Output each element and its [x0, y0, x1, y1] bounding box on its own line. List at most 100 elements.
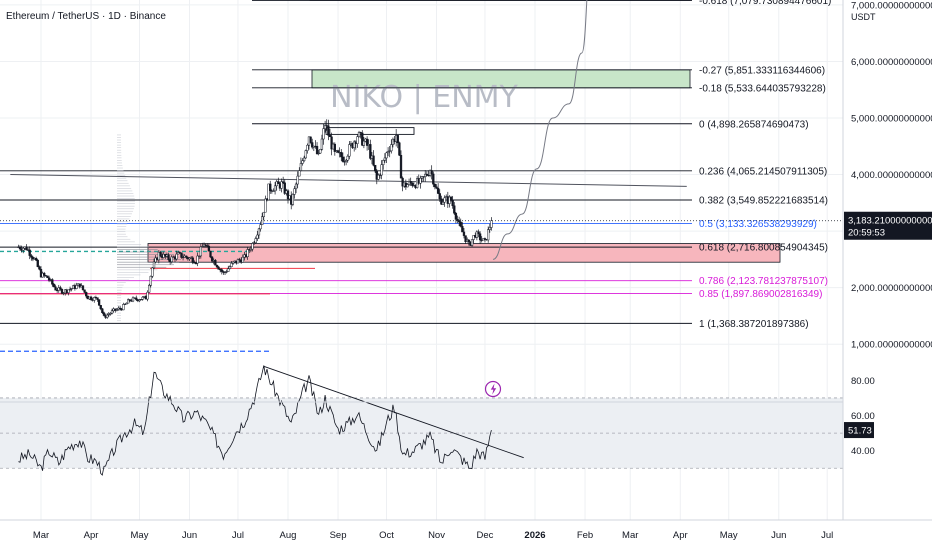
- symbol-title[interactable]: Ethereum / TetherUS · 1D · Binance: [6, 11, 166, 22]
- candle-body: [377, 174, 380, 180]
- time-axis-label: Dec: [477, 530, 494, 541]
- volume-profile-bar: [117, 190, 133, 192]
- candle-body: [298, 170, 301, 177]
- candle-body: [125, 302, 128, 305]
- candle-body: [470, 239, 474, 246]
- price-scale-label: 1,000.000000000000: [851, 340, 932, 351]
- volume-profile-bar: [117, 185, 130, 187]
- candle-body: [54, 286, 57, 291]
- candle-body: [386, 151, 390, 154]
- projection-path[interactable]: [492, 0, 591, 260]
- volume-profile-bar: [117, 287, 123, 288]
- candle-body: [301, 160, 304, 164]
- volume-profile-bar: [117, 139, 122, 141]
- candle-body: [348, 144, 351, 157]
- rsi-line[interactable]: [18, 365, 492, 476]
- candle-body: [462, 231, 466, 236]
- candle-body: [362, 140, 366, 146]
- candle-body: [296, 175, 299, 185]
- candle-body: [22, 247, 25, 251]
- candle-body: [206, 245, 209, 247]
- candle-body: [152, 261, 156, 269]
- candle-body: [277, 181, 280, 184]
- candle-body: [110, 310, 114, 314]
- price-scale-label: 7,000.000000000000: [851, 0, 932, 11]
- fib-label-0.786: 0.786 (2,123.781237875107): [699, 276, 828, 287]
- volume-profile-bar: [117, 261, 180, 263]
- candle-body: [194, 262, 198, 264]
- candle-body: [398, 142, 401, 156]
- current-price-badge[interactable]: [844, 211, 932, 240]
- volume-profile-bar: [117, 238, 131, 240]
- candle-body: [28, 249, 31, 256]
- candle-body: [118, 307, 122, 310]
- candle-body: [311, 142, 314, 148]
- rsi-trendline[interactable]: [263, 365, 524, 459]
- candle-body: [201, 246, 204, 248]
- volume-profile-bar: [117, 170, 124, 171]
- candle-body: [443, 197, 446, 203]
- rsi-value-badge[interactable]: [844, 422, 874, 439]
- candle-body: [102, 312, 106, 316]
- candle-body: [294, 183, 298, 190]
- candle-body: [139, 299, 143, 301]
- candle-body: [106, 314, 109, 318]
- candle-body: [343, 161, 346, 163]
- candle-body: [282, 181, 285, 184]
- time-axis-label: Jun: [771, 530, 786, 541]
- candle-body: [18, 246, 22, 250]
- volume-profile-bar: [117, 231, 126, 233]
- red-support-zone[interactable]: [147, 243, 781, 263]
- candle-body: [251, 243, 254, 250]
- candle-body: [267, 183, 270, 201]
- candle-body: [436, 187, 440, 194]
- candle-body: [209, 250, 212, 258]
- volume-profile-bar: [117, 266, 167, 268]
- candle-body: [128, 299, 131, 301]
- candle-body: [97, 299, 101, 306]
- candle-body: [75, 285, 78, 289]
- candle-body: [38, 266, 41, 270]
- candle-body: [273, 185, 277, 192]
- volume-profile-bar: [117, 175, 126, 177]
- candle-body: [36, 259, 39, 267]
- candle-body: [327, 125, 330, 136]
- volume-profile-bar: [117, 315, 122, 316]
- volume-profile-bar: [117, 251, 167, 253]
- volume-profile-bar: [117, 284, 124, 286]
- candle-body: [68, 288, 72, 291]
- fib-label-0.5: 0.5 (3,133.326538293929): [699, 219, 817, 230]
- candle-body: [390, 144, 393, 152]
- candle-body: [399, 155, 403, 179]
- candle-body: [217, 266, 220, 270]
- candle-body: [357, 132, 361, 137]
- time-axis-label: Sep: [330, 530, 347, 541]
- candle-body: [438, 193, 441, 200]
- consolidation-box[interactable]: [325, 127, 415, 135]
- volume-profile-bar: [117, 221, 129, 222]
- price-trendline[interactable]: [10, 174, 687, 187]
- time-axis-label: Mar: [33, 530, 49, 541]
- volume-profile-bar: [117, 154, 122, 156]
- time-axis-label: Feb: [577, 530, 593, 541]
- currency-label[interactable]: USDT: [851, 12, 876, 22]
- candle-body: [146, 291, 149, 300]
- candle-body: [323, 125, 327, 129]
- candle-body: [467, 239, 470, 243]
- candle-body: [180, 252, 183, 258]
- candle-body: [356, 136, 359, 144]
- candle-body: [380, 164, 383, 176]
- price-scale-label: 5,000.000000000000: [851, 114, 932, 125]
- candle-body: [374, 164, 377, 172]
- candle-body: [257, 228, 261, 236]
- candle-body: [341, 156, 345, 162]
- price-scale-label: 6,000.000000000000: [851, 57, 932, 68]
- volume-profile-bar: [117, 198, 135, 199]
- candle-body: [59, 287, 62, 290]
- volume-profile-bar: [117, 218, 130, 220]
- candle-body: [369, 144, 372, 159]
- candle-body: [488, 227, 491, 230]
- volume-profile-bar: [117, 299, 122, 301]
- alert-icon[interactable]: [484, 380, 502, 398]
